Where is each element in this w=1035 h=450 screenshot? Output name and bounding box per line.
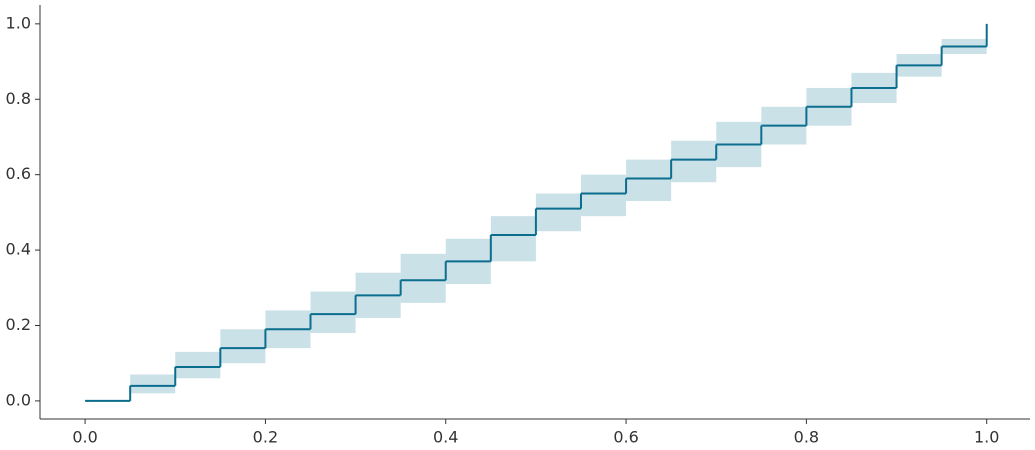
y-tick-label: 0.4 [6,240,31,259]
y-tick-label: 0.8 [6,89,31,108]
confidence-band [130,374,176,394]
confidence-band [175,351,221,379]
confidence-band [671,140,717,183]
x-tick-label: 1.0 [974,428,999,447]
confidence-band [626,159,672,202]
confidence-band [400,253,446,303]
y-tick-label: 1.0 [6,13,31,32]
x-tick-label: 0.0 [72,428,97,447]
y-tick-label: 0.6 [6,164,31,183]
confidence-band [220,329,266,364]
x-tick-label: 0.6 [613,428,638,447]
x-tick-label: 0.4 [433,428,458,447]
confidence-band [580,174,627,217]
x-tick-label: 0.8 [794,428,819,447]
y-tick-label: 0.0 [6,390,31,409]
x-tick-label: 0.2 [253,428,278,447]
y-tick-label: 0.2 [6,315,31,334]
confidence-band [310,291,356,334]
confidence-band [490,216,536,262]
confidence-band [535,193,581,232]
